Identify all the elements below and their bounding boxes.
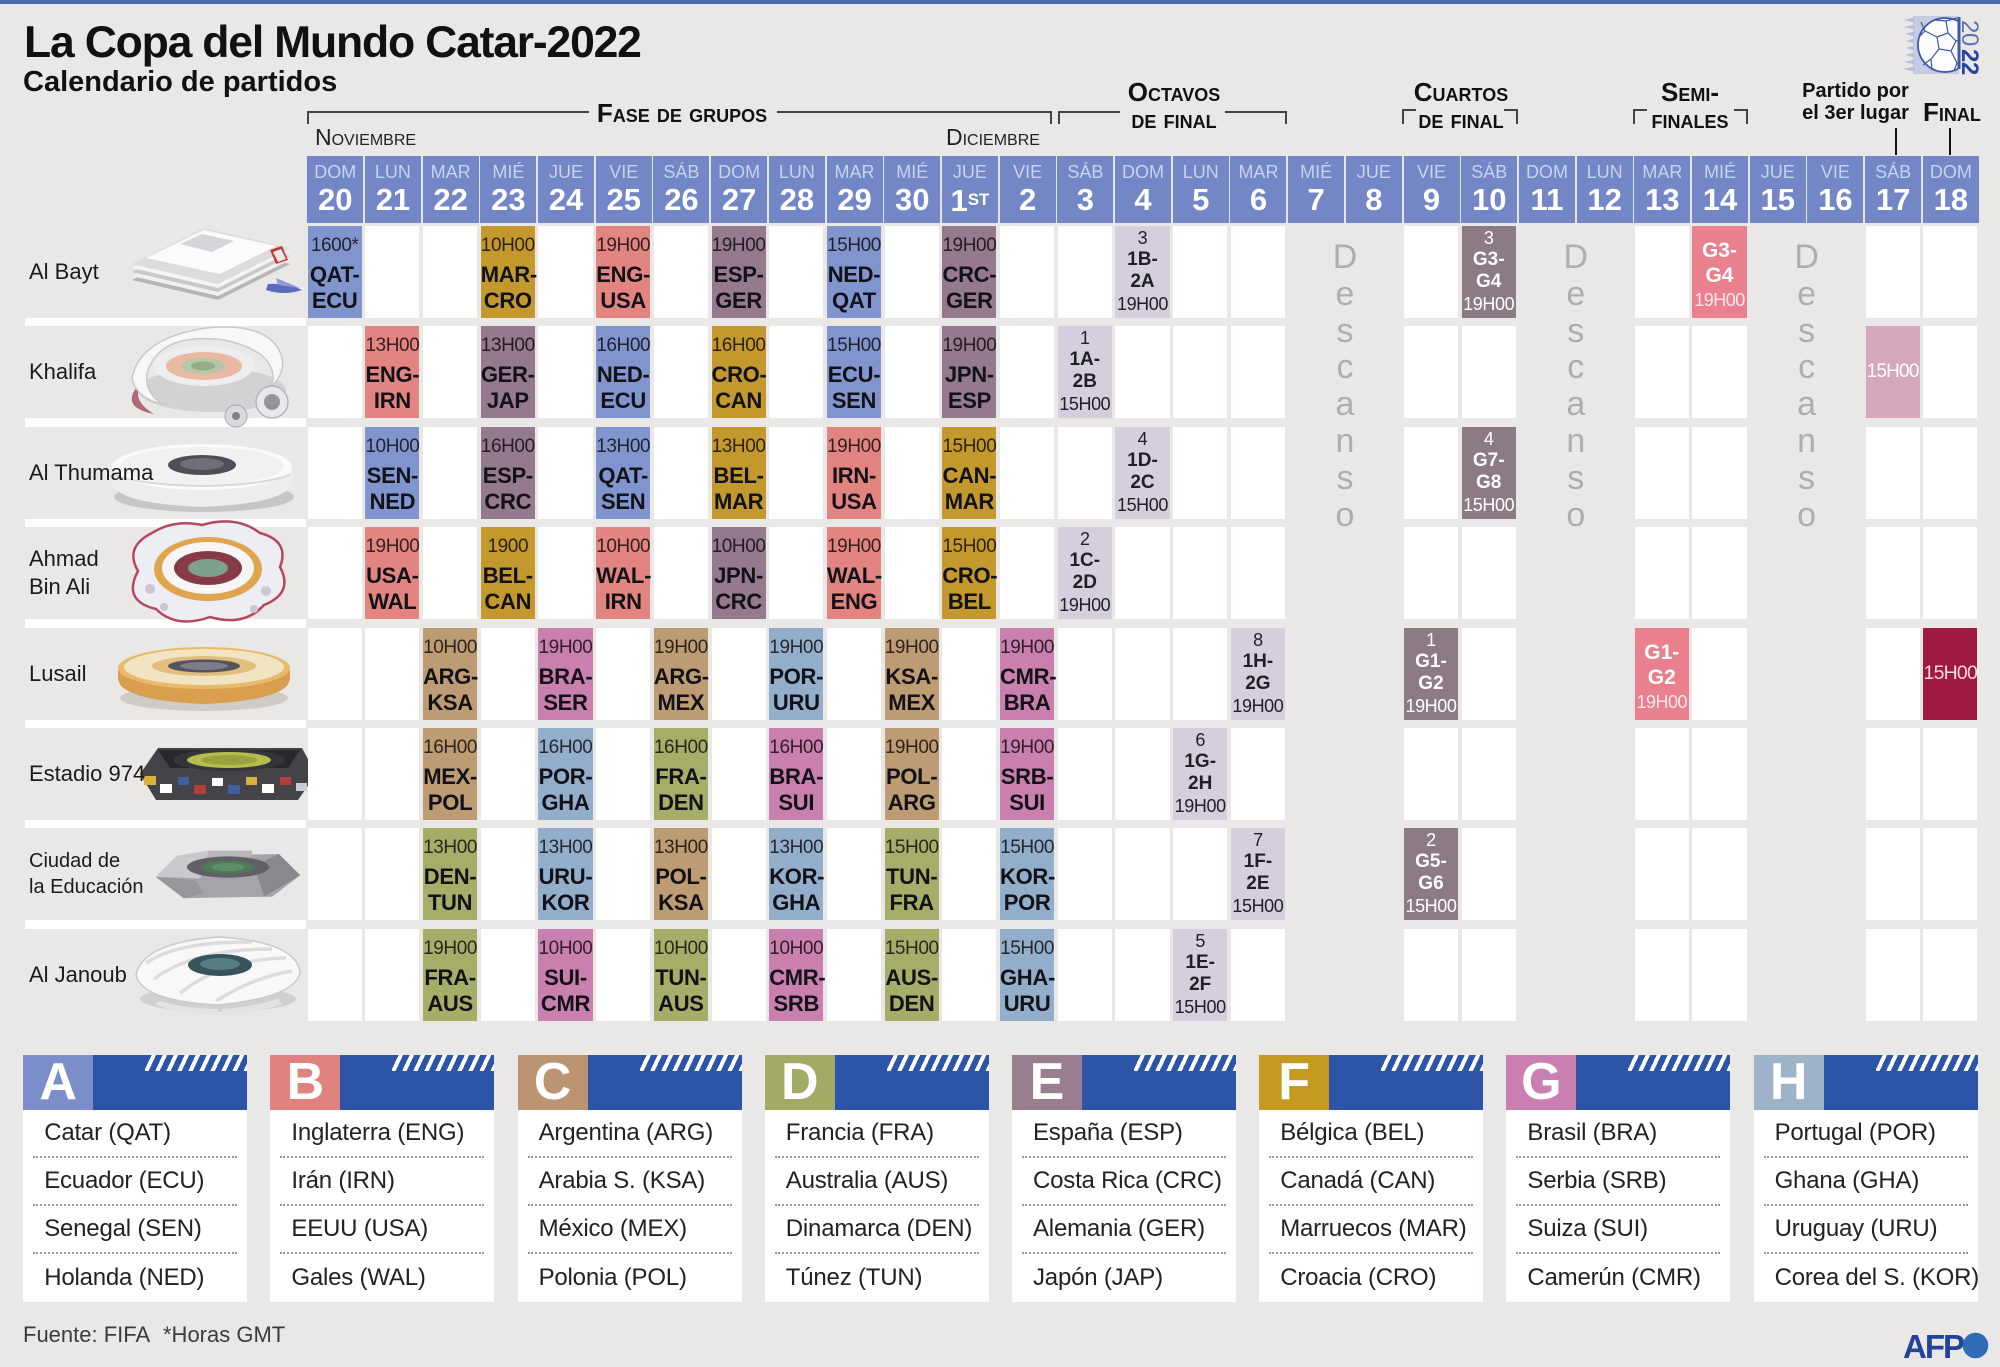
svg-text:20: 20: [1956, 20, 1983, 46]
svg-text:AFP: AFP: [1903, 1328, 1964, 1365]
svg-text:22: 22: [1956, 49, 1983, 75]
